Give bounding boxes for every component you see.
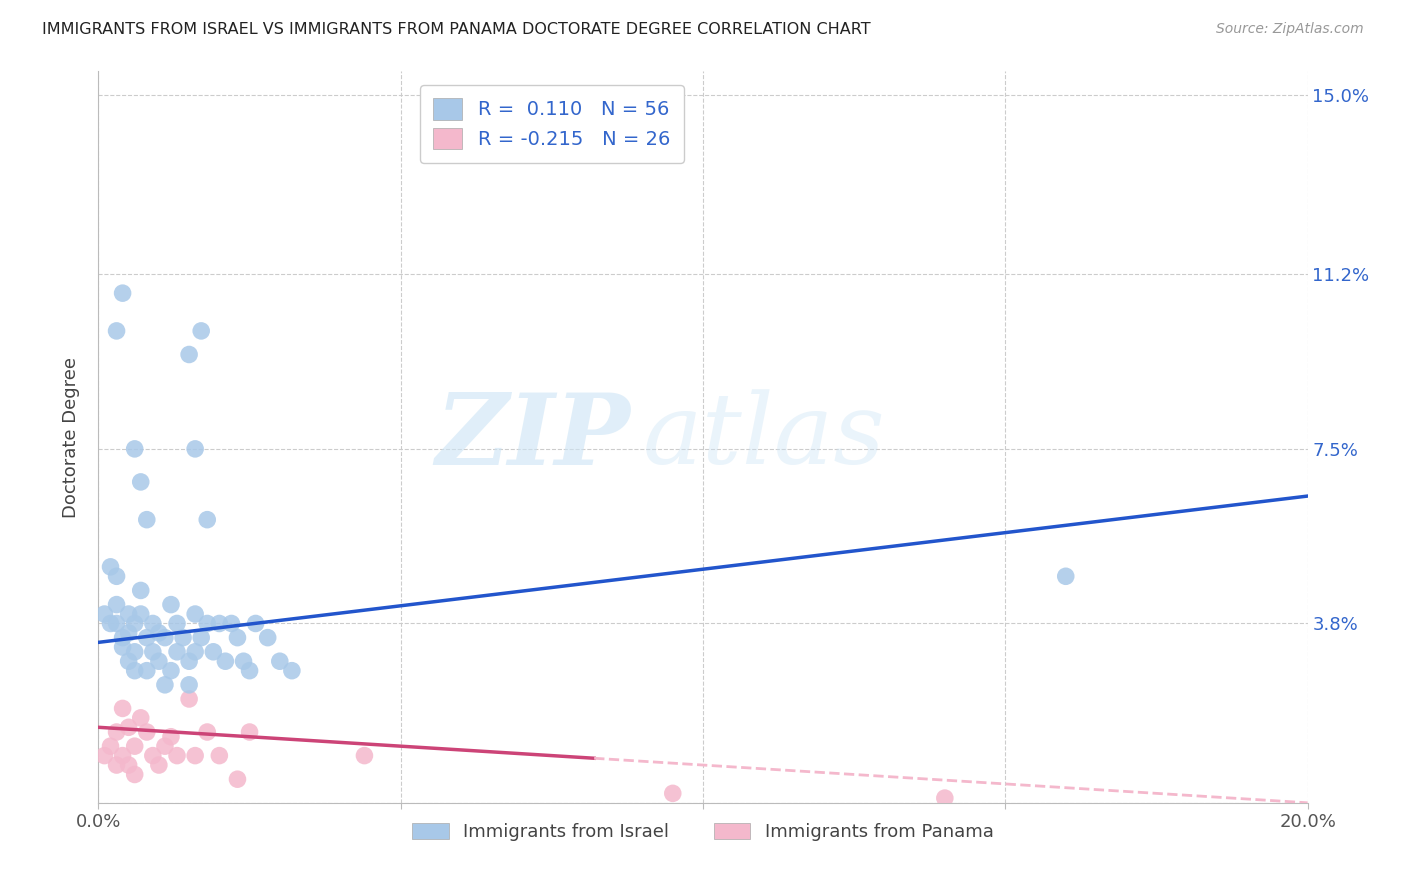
Point: [118, 607, 141, 621]
Point: [100, 616, 122, 631]
Text: atlas: atlas: [643, 390, 886, 484]
Point: [160, 598, 183, 612]
Point: [100, 559, 122, 574]
Point: [118, 720, 141, 734]
Point: [153, 678, 176, 692]
Point: [184, 748, 207, 763]
Point: [195, 513, 218, 527]
Point: [166, 616, 188, 631]
Point: [166, 645, 188, 659]
Text: Source: ZipAtlas.com: Source: ZipAtlas.com: [1216, 22, 1364, 37]
Point: [353, 748, 375, 763]
Point: [142, 748, 165, 763]
Point: [190, 631, 212, 645]
Point: [124, 664, 146, 678]
Text: IMMIGRANTS FROM ISRAEL VS IMMIGRANTS FROM PANAMA DOCTORATE DEGREE CORRELATION CH: IMMIGRANTS FROM ISRAEL VS IMMIGRANTS FRO…: [42, 22, 870, 37]
Point: [190, 324, 212, 338]
Point: [179, 678, 201, 692]
Point: [195, 616, 218, 631]
Point: [142, 616, 165, 631]
Point: [269, 654, 291, 668]
Point: [214, 654, 236, 668]
Point: [93, 607, 115, 621]
Point: [166, 748, 188, 763]
Point: [129, 711, 152, 725]
Point: [135, 631, 157, 645]
Y-axis label: Doctorate Degree: Doctorate Degree: [62, 357, 80, 517]
Point: [160, 664, 183, 678]
Point: [105, 324, 128, 338]
Point: [129, 583, 152, 598]
Point: [226, 631, 249, 645]
Point: [184, 645, 207, 659]
Point: [179, 347, 201, 361]
Point: [135, 513, 157, 527]
Point: [232, 654, 254, 668]
Point: [135, 725, 157, 739]
Point: [111, 631, 134, 645]
Point: [202, 645, 225, 659]
Point: [129, 475, 152, 489]
Point: [118, 626, 141, 640]
Point: [179, 692, 201, 706]
Point: [160, 730, 183, 744]
Point: [226, 772, 249, 787]
Point: [153, 739, 176, 754]
Point: [118, 654, 141, 668]
Point: [256, 631, 278, 645]
Point: [208, 616, 231, 631]
Point: [184, 442, 207, 456]
Point: [129, 607, 152, 621]
Text: ZIP: ZIP: [436, 389, 630, 485]
Point: [111, 286, 134, 301]
Point: [105, 569, 128, 583]
Point: [124, 442, 146, 456]
Point: [100, 739, 122, 754]
Point: [172, 631, 194, 645]
Point: [934, 791, 956, 805]
Point: [124, 616, 146, 631]
Point: [105, 598, 128, 612]
Point: [105, 725, 128, 739]
Point: [111, 701, 134, 715]
Point: [153, 631, 176, 645]
Point: [105, 758, 128, 772]
Point: [111, 640, 134, 654]
Point: [179, 654, 201, 668]
Point: [245, 616, 267, 631]
Point: [142, 645, 165, 659]
Point: [148, 626, 170, 640]
Point: [281, 664, 304, 678]
Point: [221, 616, 243, 631]
Point: [124, 645, 146, 659]
Point: [661, 786, 683, 800]
Point: [195, 725, 218, 739]
Point: [135, 664, 157, 678]
Point: [148, 758, 170, 772]
Point: [111, 748, 134, 763]
Point: [118, 758, 141, 772]
Point: [124, 739, 146, 754]
Point: [105, 616, 128, 631]
Point: [208, 748, 231, 763]
Point: [239, 725, 262, 739]
Point: [184, 607, 207, 621]
Point: [93, 748, 115, 763]
Point: [124, 767, 146, 781]
Point: [148, 654, 170, 668]
Point: [1054, 569, 1077, 583]
Point: [239, 664, 262, 678]
